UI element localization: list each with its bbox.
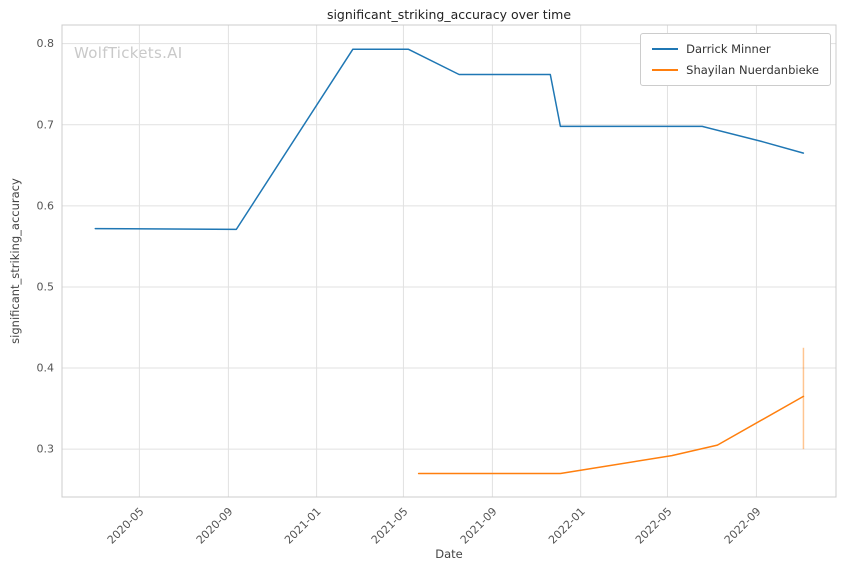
y-tick-label: 0.7 bbox=[37, 118, 55, 131]
legend: Darrick Minner Shayilan Nuerdanbieke bbox=[640, 33, 831, 86]
y-tick-label: 0.8 bbox=[37, 37, 55, 50]
x-tick-label: 2021-09 bbox=[458, 505, 500, 547]
series-line-1 bbox=[417, 395, 805, 475]
x-tick-label: 2021-01 bbox=[282, 505, 324, 547]
y-tick-label: 0.6 bbox=[37, 199, 55, 212]
x-tick-label: 2020-05 bbox=[105, 505, 147, 547]
legend-item: Shayilan Nuerdanbieke bbox=[652, 63, 819, 77]
x-tick-label: 2022-09 bbox=[722, 505, 764, 547]
x-axis-label: Date bbox=[435, 547, 463, 561]
series-line-0 bbox=[94, 48, 805, 231]
legend-swatch bbox=[652, 69, 679, 71]
x-tick-label: 2022-05 bbox=[633, 505, 675, 547]
y-tick-label: 0.5 bbox=[37, 280, 55, 293]
x-tick-label: 2021-05 bbox=[369, 505, 411, 547]
legend-swatch bbox=[652, 48, 679, 50]
chart-title: significant_striking_accuracy over time bbox=[326, 7, 572, 22]
watermark: WolfTickets.AI bbox=[74, 44, 183, 62]
x-tick-label: 2020-09 bbox=[194, 505, 236, 547]
legend-label: Shayilan Nuerdanbieke bbox=[686, 63, 819, 77]
legend-label: Darrick Minner bbox=[686, 42, 771, 56]
legend-item: Darrick Minner bbox=[652, 42, 819, 56]
y-tick-label: 0.4 bbox=[37, 362, 55, 375]
y-axis-label: significant_striking_accuracy bbox=[8, 178, 22, 344]
x-tick-label: 2022-01 bbox=[546, 505, 588, 547]
y-tick-label: 0.3 bbox=[37, 443, 55, 456]
plot-border bbox=[61, 24, 837, 498]
